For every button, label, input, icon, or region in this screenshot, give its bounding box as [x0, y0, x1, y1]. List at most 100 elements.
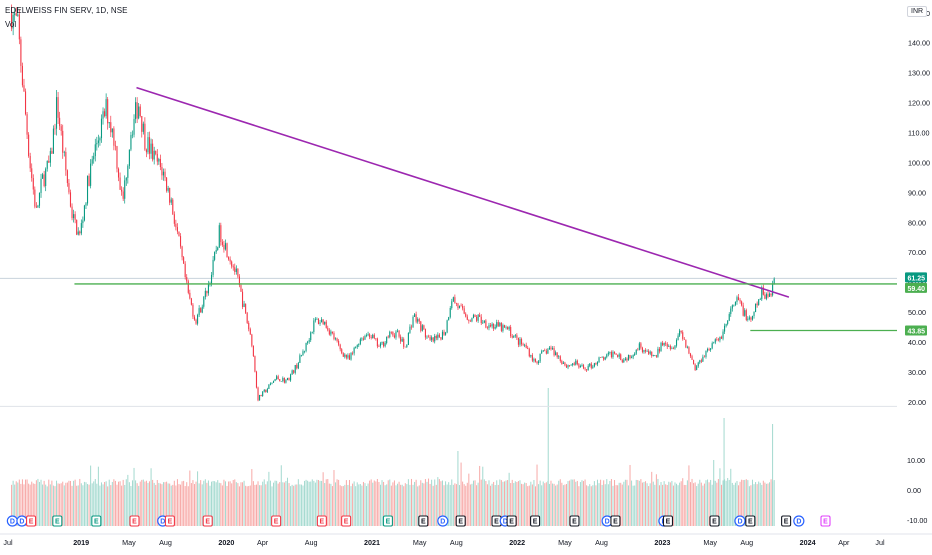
volume-bar: [428, 478, 430, 526]
volume-bar: [100, 482, 102, 526]
candle-body: [486, 327, 488, 329]
volume-bar: [424, 479, 426, 526]
earnings-icon: [781, 515, 792, 527]
volume-bar: [252, 481, 254, 526]
candle-body: [465, 313, 467, 317]
event-letter: E: [94, 519, 99, 526]
volume-bar: [231, 483, 233, 526]
volume-bar: [527, 486, 529, 526]
candle-body: [623, 359, 625, 363]
candle-body: [445, 332, 447, 335]
volume-bar: [745, 479, 747, 526]
volume-bar: [190, 483, 192, 526]
candle-body: [24, 91, 27, 115]
volume-bar: [344, 484, 346, 526]
candle-body: [719, 336, 721, 341]
candle-body: [232, 266, 234, 268]
candle-body: [761, 287, 763, 300]
candle-body: [373, 334, 375, 339]
event-letter: E: [458, 519, 463, 526]
candle-body: [135, 102, 137, 120]
volume-bar: [166, 481, 168, 526]
event-marker-e: E: [202, 515, 213, 527]
candle-body: [578, 364, 580, 368]
volume-bar: [459, 485, 461, 526]
volume-bar: [37, 478, 39, 526]
volume-bar: [88, 484, 90, 526]
price-tick-label: 70.00: [908, 248, 926, 257]
candle-body: [76, 219, 78, 235]
candle-body: [128, 149, 130, 166]
candle-body: [629, 355, 631, 359]
volume-bar: [254, 484, 256, 526]
candle-body: [668, 345, 670, 347]
volume-bar: [260, 485, 262, 526]
price-tick-label: 60.00: [908, 278, 926, 287]
candle-body: [383, 341, 385, 347]
volume-bar: [94, 478, 96, 526]
candle-body: [375, 338, 377, 339]
candle-body: [105, 99, 107, 117]
volume-bar: [144, 481, 146, 526]
volume-bar: [548, 483, 550, 526]
event-letter: E: [666, 519, 671, 526]
candle-body: [401, 338, 403, 342]
candle-body: [742, 305, 744, 316]
volume-bar: [80, 483, 82, 526]
volume-bar: [390, 485, 392, 526]
volume-bar: [207, 480, 209, 526]
candle-body: [314, 319, 316, 321]
candle-body: [538, 361, 540, 364]
volume-bar: [242, 482, 244, 526]
candle-body: [345, 354, 347, 358]
candle-body: [755, 303, 757, 313]
volume-bar: [338, 479, 340, 526]
volume-bar: [510, 483, 512, 526]
dividend-icon: [734, 515, 746, 527]
volume-legend[interactable]: Vol: [5, 20, 17, 29]
volume-bar: [195, 481, 197, 526]
volume-bar: [723, 418, 725, 526]
volume-bar: [269, 480, 271, 526]
volume-bar: [52, 485, 54, 526]
volume-bar: [751, 479, 753, 526]
earnings-icon: [316, 515, 327, 527]
drawings[interactable]: [74, 86, 897, 332]
earnings-icon: [455, 515, 466, 527]
volume-bar: [682, 478, 684, 526]
volume-bar: [759, 482, 761, 526]
time-tick-label: May: [122, 538, 136, 547]
candle-body: [414, 314, 416, 317]
volume-bar: [62, 481, 64, 526]
candle-body: [452, 297, 454, 302]
volume-bar: [550, 480, 552, 526]
candle-body: [240, 285, 242, 292]
event-marker-d: D: [734, 515, 746, 527]
volume-bar: [724, 479, 726, 526]
volume-bar: [677, 485, 679, 526]
volume-bar: [621, 484, 623, 526]
volume-bar: [700, 482, 702, 526]
candle-body: [716, 339, 718, 340]
earnings-icon: [418, 515, 429, 527]
event-markers[interactable]: DDEEEEDEEEEEEEDEEDEEEDEDEEDEEDE: [6, 515, 831, 527]
time-axis[interactable]: Jul 2019 May Aug 2020 Apr Aug 2021 May Aug 2022 May…: [0, 533, 932, 547]
volume-bar: [96, 483, 98, 526]
price-axis[interactable]: 150.00140.00130.00120.00110.00100.0090.0…: [907, 9, 930, 525]
currency-label[interactable]: INR: [907, 6, 928, 17]
volume-bar: [279, 482, 281, 526]
volume-bar: [547, 388, 549, 526]
event-marker-e: E: [341, 515, 352, 527]
candle-body: [643, 350, 645, 352]
candle-body: [472, 314, 475, 319]
candle-body: [559, 356, 561, 361]
candle-body: [600, 357, 602, 358]
volume-bar: [176, 479, 178, 526]
candle-body: [294, 364, 296, 373]
symbol-title[interactable]: EDELWEISS FIN SERV, 1D, NSE: [5, 6, 128, 15]
candle-body: [327, 327, 329, 331]
volume-bars: [11, 388, 775, 526]
volume-bar: [373, 480, 375, 526]
